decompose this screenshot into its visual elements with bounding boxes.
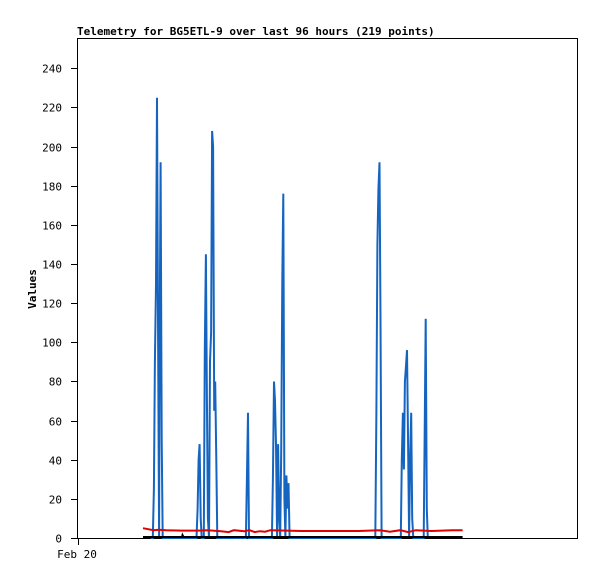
x-tick-label: Feb 20 <box>57 548 97 561</box>
series-line-2 <box>142 527 463 534</box>
y-tick-label: 120 <box>42 298 62 311</box>
y-tick-label: 80 <box>49 376 62 389</box>
y-axis: 0 20 40 60 80 100 120 140 160 180 200 220 240 <box>42 63 78 546</box>
y-tick-label: 0 <box>55 533 62 546</box>
series-line-1 <box>150 97 429 539</box>
y-tick-label: 100 <box>42 337 62 350</box>
y-tick-label: 40 <box>49 455 62 468</box>
y-axis-label: Values <box>26 269 39 309</box>
y-tick-label: 240 <box>42 63 62 76</box>
x-axis: Feb 20 <box>57 538 97 561</box>
series-layer <box>142 97 463 539</box>
chart-title: Telemetry for BG5ETL-9 over last 96 hour… <box>77 25 435 38</box>
series-line-3 <box>143 532 463 538</box>
y-tick-label: 160 <box>42 220 62 233</box>
y-tick-label: 60 <box>49 416 62 429</box>
y-tick-label: 20 <box>49 494 62 507</box>
y-tick-label: 140 <box>42 259 62 272</box>
y-tick-label: 200 <box>42 142 62 155</box>
y-tick-label: 220 <box>42 102 62 115</box>
y-tick-label: 180 <box>42 181 62 194</box>
